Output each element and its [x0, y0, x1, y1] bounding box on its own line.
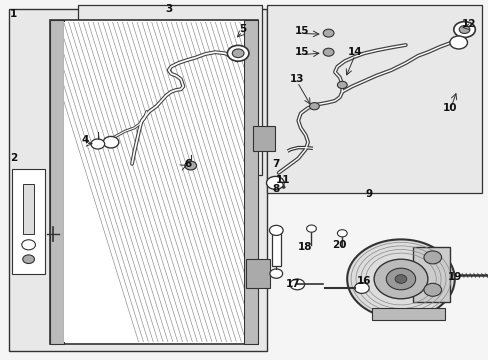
Circle shape [323, 48, 333, 56]
Bar [253, 126, 275, 151]
Text: 9: 9 [365, 189, 372, 199]
Bar [245, 259, 270, 288]
Bar [50, 20, 258, 344]
Circle shape [337, 230, 346, 237]
Bar [9, 9, 266, 351]
Text: 1: 1 [10, 9, 17, 19]
Bar [412, 247, 449, 302]
Text: 17: 17 [285, 279, 300, 289]
Text: 15: 15 [294, 26, 309, 36]
Text: 5: 5 [239, 24, 245, 34]
Circle shape [22, 255, 34, 264]
Circle shape [306, 225, 316, 232]
Text: 7: 7 [271, 159, 279, 169]
Text: 3: 3 [165, 4, 172, 14]
Circle shape [423, 283, 441, 296]
Bar [266, 5, 481, 193]
Text: 8: 8 [272, 184, 279, 194]
Text: 15: 15 [294, 47, 309, 57]
Bar [78, 5, 261, 175]
Circle shape [346, 239, 454, 319]
Circle shape [227, 45, 248, 61]
Circle shape [232, 49, 244, 58]
Bar [63, 22, 244, 342]
Circle shape [337, 81, 346, 89]
Text: 14: 14 [347, 47, 362, 57]
Bar [22, 184, 34, 234]
Circle shape [269, 269, 282, 278]
Circle shape [386, 268, 415, 290]
Text: 16: 16 [356, 276, 371, 286]
Circle shape [309, 103, 319, 110]
Circle shape [289, 279, 304, 290]
Circle shape [449, 36, 467, 49]
Text: 4: 4 [81, 135, 89, 145]
Circle shape [266, 176, 284, 189]
Text: 20: 20 [331, 240, 346, 250]
Text: 2: 2 [10, 153, 17, 163]
Circle shape [453, 22, 474, 37]
Text: 12: 12 [461, 19, 476, 30]
Text: 18: 18 [297, 242, 312, 252]
Bar [271, 230, 280, 266]
Text: 10: 10 [442, 103, 456, 113]
Circle shape [91, 139, 104, 149]
Text: 13: 13 [289, 74, 304, 84]
Bar [12, 169, 45, 274]
Text: 11: 11 [275, 175, 289, 185]
Circle shape [269, 225, 283, 235]
Bar [371, 308, 444, 320]
Circle shape [373, 259, 427, 299]
Text: 6: 6 [184, 159, 191, 169]
Circle shape [394, 275, 406, 283]
Circle shape [354, 283, 368, 293]
Bar [50, 20, 63, 344]
Circle shape [323, 29, 333, 37]
Circle shape [458, 26, 469, 33]
Circle shape [184, 161, 196, 170]
Circle shape [103, 136, 119, 148]
Bar [244, 20, 258, 344]
Circle shape [21, 240, 35, 250]
Bar [63, 22, 244, 342]
Circle shape [423, 251, 441, 264]
Text: 19: 19 [447, 272, 461, 282]
